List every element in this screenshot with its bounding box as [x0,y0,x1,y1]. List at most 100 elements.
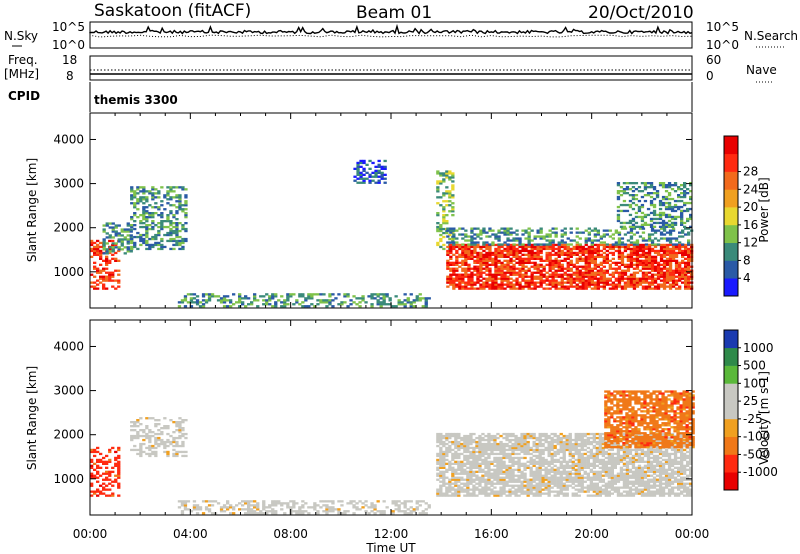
velocity-cell [105,478,109,481]
power-cell [530,229,534,232]
power-cell [515,271,519,274]
power-cell [626,245,631,249]
power-cell [102,224,106,227]
power-cell [274,305,278,308]
power-cell [527,237,531,240]
power-cell [108,239,112,243]
velocity-cell [517,436,521,440]
power-cell [617,237,622,240]
velocity-cell [502,482,506,485]
power-cell [668,241,673,244]
velocity-cell [568,446,572,450]
velocity-cell [505,434,509,438]
velocity-cell [610,476,614,479]
velocity-cell [502,462,506,465]
power-cell [584,255,588,258]
velocity-cell [160,442,164,446]
power-cell [445,204,449,207]
velocity-cell [451,476,455,479]
velocity-cell [541,480,545,483]
power-cell [655,192,660,195]
power-cell [485,231,489,234]
velocity-cell [559,476,563,479]
power-cell [497,253,501,256]
power-cell [201,303,206,306]
velocity-cell [177,500,182,503]
power-cell [605,281,609,284]
velocity-cell [163,446,167,450]
power-cell [527,259,531,262]
power-cell [536,257,540,260]
velocity-cell [568,472,572,475]
velocity-cell [439,450,443,454]
velocity-cell [253,504,257,507]
velocity-cell [529,434,533,438]
velocity-cell [352,500,356,503]
power-cell [274,293,278,296]
power-cell [184,202,188,205]
power-cell [310,303,314,306]
velocity-cell [511,470,515,473]
power-cell [614,241,618,244]
velocity-cell [238,502,242,505]
power-cell [554,243,558,247]
velocity-cell [367,506,371,509]
power-cell [117,232,121,235]
power-cell [114,246,118,249]
velocity-cell [580,482,584,485]
power-cell [497,271,501,274]
velocity-cell [547,448,551,452]
velocity-cell [541,484,545,487]
power-cell [515,229,519,232]
power-cell [661,223,666,226]
power-cell [581,253,585,256]
velocity-cell [487,474,491,477]
power-cell [442,214,446,217]
power-cell [593,255,597,258]
power-cell [658,207,663,211]
velocity-cell [556,436,560,440]
power-cell [476,267,480,270]
velocity-cell [580,462,584,465]
velocity-cell [598,462,602,465]
velocity-cell [592,436,596,440]
velocity-cell [553,434,557,438]
power-cell [662,273,667,276]
power-cell [539,245,543,249]
velocity-cell [145,452,149,456]
power-cell [587,261,591,264]
power-cell [145,233,149,237]
velocity-cell [535,478,539,481]
power-cell [446,235,450,238]
power-cell [518,281,522,284]
power-cell [662,263,667,266]
power-cell [584,273,588,276]
power-cell [482,277,486,280]
velocity-cell [463,464,467,467]
power-cell [470,231,474,234]
power-cell [449,255,453,258]
power-cell [557,249,561,253]
power-cell [632,253,637,256]
power-cell [623,283,628,286]
power-cell [622,209,627,213]
power-cell [449,249,453,253]
velocity-cell [583,456,587,460]
velocity-cell [487,480,491,483]
velocity-cell [580,484,584,487]
power-cell [442,178,446,181]
velocity-cell [559,436,563,440]
velocity-cell [175,425,179,428]
velocity-cell [499,478,503,481]
velocity-cell [460,476,464,479]
power-cell [142,196,146,199]
power-cell [343,295,347,298]
power-cell [557,251,561,255]
power-cell [684,251,688,255]
velocity-cell [577,494,581,497]
power-cell [644,253,649,256]
power-cell [578,243,582,246]
velocity-cell [487,456,491,460]
power-cell [620,241,625,244]
velocity-cell [514,474,518,477]
